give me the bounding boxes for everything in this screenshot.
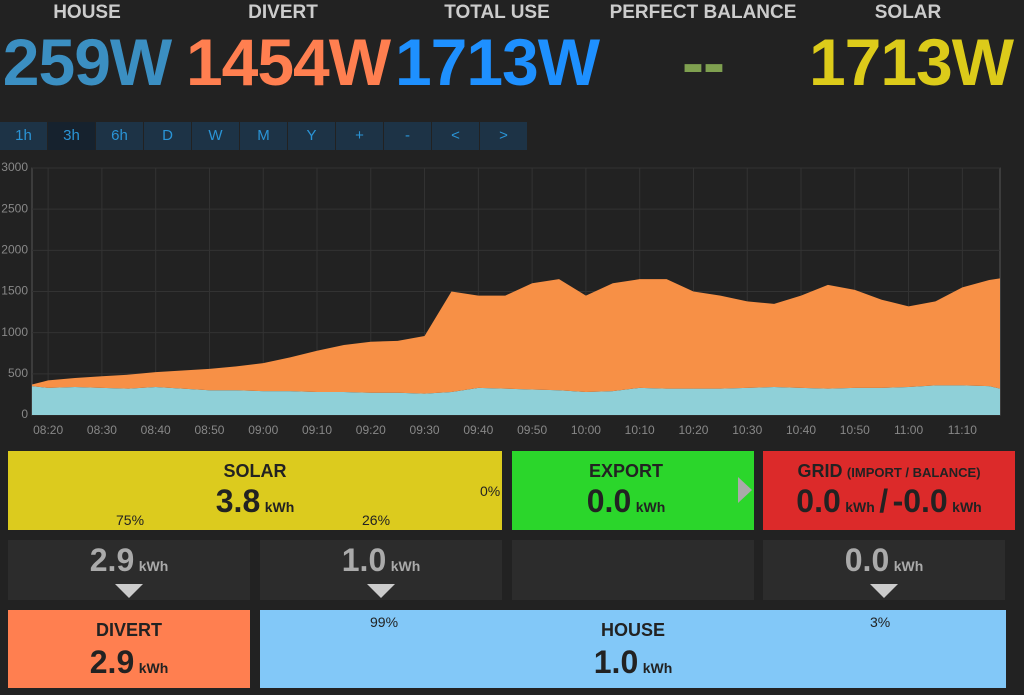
arrow [870,584,898,598]
y-tick-label: 2500 [1,201,28,215]
solar-panel: SOLAR 3.8 kWh 75% 26% 0% [8,451,502,530]
y-tick-label: 1500 [1,284,28,298]
range-button[interactable]: 1h [0,122,48,150]
range-button[interactable]: D [144,122,192,150]
value: 3.8 [215,483,261,519]
grid-panel: GRID (IMPORT / BALANCE) 0.0 kWh / -0.0 k… [763,451,1015,530]
value: 2.9 [89,542,135,578]
title: HOUSE [600,620,665,640]
chart: 0 500 1000 1500 2000 2500 3000 08:20 08:30 08:40 0… [1,160,1001,437]
area [32,385,1000,415]
export-panel: EXPORT 0.0 kWh [512,451,754,530]
range-button[interactable]: 3h [48,122,96,150]
header-label: HOUSE [53,2,121,23]
x-tick-label: 10:50 [840,423,870,437]
x-tick-label: 10:00 [571,423,601,437]
flow: 2.9 kWh [8,540,250,600]
header-value: 259W [2,25,172,99]
x-tick-label: 09:50 [517,423,547,437]
flow [512,540,754,600]
x-tick-label: 09:00 [248,423,278,437]
range-button[interactable]: < [432,122,480,150]
x-tick-label: 10:40 [786,423,816,437]
title: DIVERT [95,620,162,640]
range-button[interactable]: Y [288,122,336,150]
unit: kWh [845,499,875,515]
unit: kWh [893,558,924,574]
unit: kWh [642,660,673,676]
percent: 75% [116,512,145,528]
arrow [738,477,752,503]
house-panel: HOUSE 1.0 kWh 99% 3% [260,610,1006,688]
y-tick-label: 0 [21,407,28,421]
separator: / [879,483,889,519]
divert-panel: DIVERT 2.9 kWh [8,610,250,688]
y-tick-label: 3000 [1,160,28,174]
header-label: SOLAR [874,2,942,23]
value: 1.0 [593,644,639,680]
range-button[interactable]: - [384,122,432,150]
subtitle: (IMPORT / BALANCE) [846,465,981,480]
range-button[interactable]: M [240,122,288,150]
title: EXPORT [588,461,663,481]
percent: 0% [480,483,501,499]
value: -0.0 [892,483,948,519]
title: SOLAR [223,461,287,481]
x-tick-label: 09:20 [356,423,386,437]
x-tick-label: 10:20 [678,423,708,437]
percent: 3% [870,614,891,630]
x-tick-label: 11:10 [948,423,977,437]
value: 2.9 [89,644,135,680]
x-tick-label: 08:50 [194,423,224,437]
unit: kWh [138,660,169,676]
header-value: 1713W [808,25,1014,99]
y-tick-label: 2000 [1,243,28,257]
header-label: DIVERT [248,2,318,23]
x-tick-label: 08:40 [141,423,171,437]
x-tick-label: 11:00 [894,423,923,437]
header-value: 1454W [185,25,391,99]
header-value: -- [682,25,725,99]
value: 0.0 [796,483,841,519]
unit: kWh [138,558,169,574]
value: 0.0 [586,483,632,519]
percent: 99% [370,614,399,630]
y-tick-label: 500 [8,366,28,380]
x-tick-label: 09:10 [302,423,332,437]
x-tick-label: 09:40 [463,423,493,437]
unit: kWh [264,499,295,515]
unit: kWh [635,499,666,515]
x-tick-label: 09:30 [410,423,440,437]
header-label: PERFECT BALANCE [609,2,797,23]
flow: 0.0 kWh [763,540,1005,600]
area [32,278,1000,394]
header-value: 1713W [394,25,600,99]
header-label: TOTAL USE [444,2,550,23]
unit: kWh [952,499,982,515]
y-tick-label: 1000 [1,325,28,339]
flow: 1.0 kWh [260,540,502,600]
range-button[interactable]: > [480,122,528,150]
percent: 26% [362,512,391,528]
x-tick-label: 10:10 [625,423,655,437]
range-button[interactable]: W [192,122,240,150]
value: 0.0 [844,542,890,578]
title: GRID [797,461,843,481]
unit: kWh [390,558,421,574]
x-tick-label: 08:30 [87,423,117,437]
arrow [367,584,395,598]
x-tick-label: 10:30 [732,423,762,437]
x-tick-label: 08:20 [33,423,63,437]
value: 1.0 [341,542,387,578]
range-button[interactable]: + [336,122,384,150]
arrow [115,584,143,598]
range-button[interactable]: 6h [96,122,144,150]
